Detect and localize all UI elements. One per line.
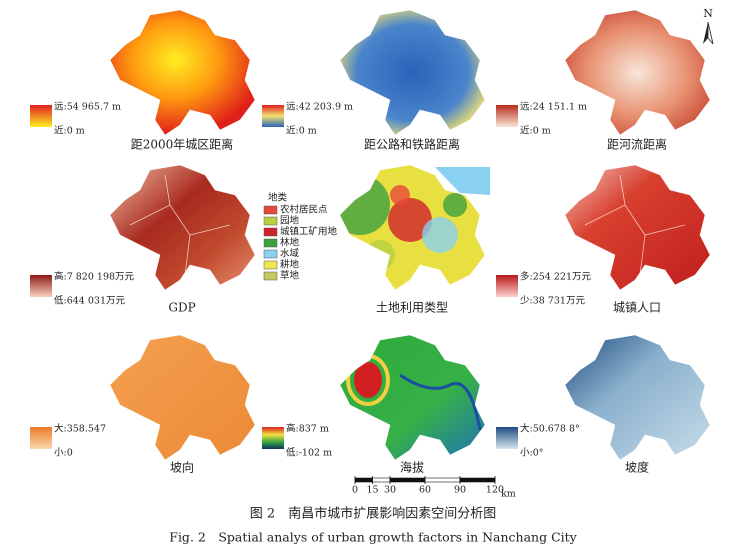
map-caption: 坡向 (170, 460, 194, 475)
legend-swatch (263, 238, 278, 248)
scale-label: 0 (352, 485, 358, 496)
land-patch (365, 240, 395, 270)
land-patch (340, 175, 390, 235)
legend-title: 地类 (268, 192, 288, 204)
land-patch (388, 198, 432, 242)
scale-segment (459, 477, 496, 483)
legend-item: 园地 (280, 215, 300, 227)
legend-ramp (30, 427, 52, 449)
legend-swatch (263, 216, 278, 226)
legend-item: 农村居民点 (280, 204, 328, 216)
legend-ramp (30, 275, 52, 297)
legend-max: 大:50.678 8° (520, 423, 580, 435)
map-panel (109, 9, 256, 136)
legend-ramp (30, 105, 52, 127)
legend-max: 高:7 820 198万元 (54, 271, 135, 283)
scale-label: 60 (419, 485, 431, 496)
map-detail (346, 354, 482, 431)
legend-min: 低:644 031万元 (54, 295, 125, 307)
scale-label: 30 (384, 485, 396, 496)
scale-segment (372, 477, 391, 483)
legend-max: 多:254 221万元 (520, 271, 591, 283)
map-panel (564, 9, 711, 136)
legend-min: 低:-102 m (286, 447, 332, 459)
scale-label: 15 (366, 485, 378, 496)
map-shape (564, 9, 711, 136)
map-caption: 距2000年城区距离 (131, 137, 234, 152)
map-panel (109, 164, 256, 291)
legend-min: 少:38 731万元 (520, 296, 585, 307)
highland (354, 362, 382, 398)
legend-item: 水域 (280, 248, 300, 260)
legend-ramp (262, 105, 284, 127)
legend-ramp (262, 427, 284, 449)
land-patch (422, 217, 458, 253)
legend-min: 近:0 m (54, 125, 85, 137)
legend-item: 耕地 (280, 259, 300, 271)
figure-caption-en: Fig. 2 Spatial analys of urban growth fa… (169, 530, 577, 545)
legend-min: 近:0 m (286, 125, 317, 137)
map-shape (564, 334, 711, 461)
scale-segment (389, 477, 426, 483)
legend-max: 高:837 m (286, 423, 329, 435)
legend-swatch (263, 205, 278, 215)
map-panel (339, 9, 486, 136)
scale-unit: km (501, 489, 516, 500)
legend-min: 小:0° (520, 448, 544, 459)
district-line (584, 174, 686, 276)
legend-max: 远:42 203.9 m (286, 102, 353, 113)
figure-caption-zh: 图 2 南昌市城市扩展影响因素空间分析图 (250, 506, 496, 522)
map-caption: 土地利用类型 (376, 301, 448, 315)
scale-label: 120 (486, 485, 504, 496)
north-label: N (703, 7, 713, 20)
map-shape (109, 334, 256, 461)
map-shape (339, 334, 486, 461)
land-patch (390, 185, 410, 205)
map-panel (564, 334, 711, 461)
map-panel (339, 164, 490, 291)
legend-item: 草地 (280, 270, 300, 282)
river (399, 373, 482, 431)
map-caption: 距河流距离 (607, 137, 667, 152)
scale-segment (424, 477, 461, 483)
legend-min: 小:0 (54, 448, 73, 459)
map-caption: 距公路和铁路距离 (364, 137, 460, 152)
map-panel (109, 334, 256, 461)
legend-max: 远:24 151.1 m (520, 102, 587, 113)
north-arrow: N (703, 7, 714, 45)
legend-swatch (263, 260, 278, 270)
map-caption: 海拔 (400, 460, 424, 475)
legend-max: 远:54 965.7 m (54, 102, 121, 113)
district-line (129, 174, 231, 276)
map-shape (339, 9, 486, 136)
land-patch (443, 193, 467, 217)
map-detail (129, 174, 231, 276)
map-detail (584, 174, 686, 276)
map-panel (339, 334, 486, 461)
legend-ramp (496, 275, 518, 297)
map-caption: 城镇人口 (613, 301, 661, 315)
map-panel (564, 164, 711, 291)
legend-item: 城镇工矿用地 (280, 226, 338, 238)
legend-swatch (263, 227, 278, 237)
scale-label: 90 (454, 485, 466, 496)
map-shape (109, 9, 256, 136)
map-detail (340, 175, 467, 270)
legend-min: 近:0 m (520, 125, 551, 137)
map-caption: 坡度 (625, 460, 649, 475)
legend-swatch (263, 271, 278, 281)
map-caption: GDP (168, 301, 195, 315)
legend-max: 大:358.547 (54, 423, 106, 435)
scale-segment (354, 477, 373, 483)
legend-ramp (496, 427, 518, 449)
legend-ramp (496, 105, 518, 127)
legend-swatch (263, 249, 278, 259)
legend-item: 林地 (280, 237, 300, 249)
water (435, 167, 490, 195)
